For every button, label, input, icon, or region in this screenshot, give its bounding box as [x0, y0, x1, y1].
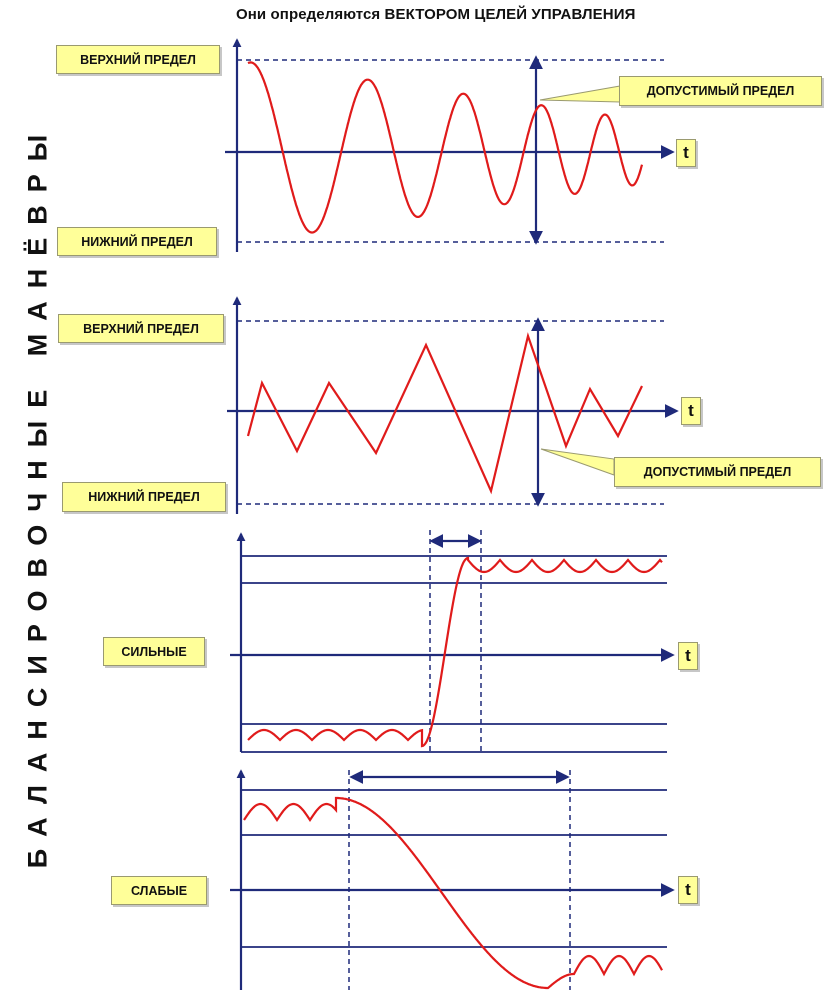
panel4-t-label: t	[678, 876, 698, 904]
panel3-label-strong: СИЛЬНЫЕ	[103, 637, 205, 666]
panel2-curve	[246, 332, 643, 495]
panel2-lower-limit-label: НИЖНИЙ ПРЕДЕЛ	[62, 482, 226, 512]
panel4	[230, 769, 675, 990]
panel2-upper-limit-label: ВЕРХНИЙ ПРЕДЕЛ	[58, 314, 224, 343]
side-vertical-label: БАЛАНСИРОВОЧНЫЕ МАНЁВРЫ	[22, 121, 53, 869]
panel1-callout-label: ДОПУСТИМЫЙ ПРЕДЕЛ	[619, 76, 822, 106]
diagram-title: Они определяются ВЕКТОРОМ ЦЕЛЕЙ УПРАВЛЕН…	[236, 6, 636, 23]
panel1-curve	[247, 61, 644, 234]
panel3-t-label: t	[678, 642, 698, 670]
panel2-callout-label: ДОПУСТИМЫЙ ПРЕДЕЛ	[614, 457, 821, 487]
panel1-upper-limit-label: ВЕРХНИЙ ПРЕДЕЛ	[56, 45, 220, 74]
panel4-label-weak: СЛАБЫЕ	[111, 876, 207, 905]
panel2-callout-pointer	[540, 448, 615, 476]
panel2-t-label: t	[681, 397, 701, 425]
panel4-curve	[243, 796, 663, 990]
panel1	[225, 38, 675, 252]
panel1-callout-pointer	[539, 85, 621, 103]
panel2	[227, 296, 679, 514]
panel1-t-label: t	[676, 139, 696, 167]
panel1-lower-limit-label: НИЖНИЙ ПРЕДЕЛ	[57, 227, 217, 256]
panel3-curve	[247, 556, 663, 748]
panel3	[230, 530, 675, 753]
